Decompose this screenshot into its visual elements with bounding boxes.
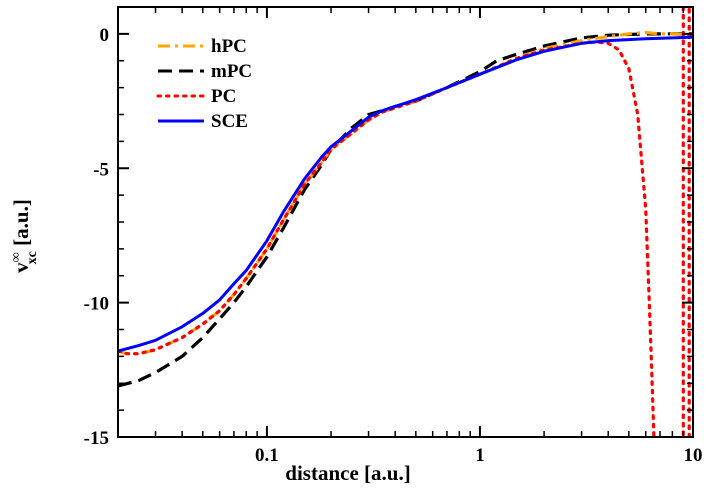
x-tick-label: 1	[475, 445, 485, 466]
y-tick-label: -10	[84, 294, 109, 315]
legend-item-pc: PC	[156, 86, 236, 107]
series-line-sce	[118, 35, 693, 353]
x-tick-label: 10	[684, 445, 703, 466]
y-axis-title-units: [a.u.]	[9, 199, 33, 251]
svg-text:v∞xc [a.u.]: v∞xc [a.u.]	[9, 199, 40, 273]
y-axis-title-main: v	[9, 262, 33, 273]
legend-label-mpc: mPC	[211, 61, 252, 82]
y-tick-label: -5	[93, 159, 109, 180]
y-axis-title-subscript: xc	[25, 251, 40, 264]
y-axis-title: v∞xc [a.u.]	[9, 199, 40, 273]
y-tick-label: -15	[84, 428, 109, 449]
series-line-mpc	[118, 32, 693, 388]
x-axis-title: distance [a.u.]	[285, 461, 410, 485]
legend-label-hpc: hPC	[211, 36, 247, 57]
axis-ticks: 0.1 1 10 0 -5 -10 -15	[84, 6, 703, 466]
y-axis-title-superscript: ∞	[9, 252, 24, 262]
y-tick-label: 0	[100, 25, 110, 46]
x-tick-label: 0.1	[255, 445, 279, 466]
legend-label-pc: PC	[211, 86, 236, 107]
legend: hPC mPC PC SCE	[156, 36, 252, 132]
legend-item-sce: SCE	[158, 111, 248, 132]
legend-item-hpc: hPC	[158, 36, 247, 57]
legend-label-sce: SCE	[211, 111, 248, 132]
legend-item-mpc: mPC	[158, 61, 252, 82]
